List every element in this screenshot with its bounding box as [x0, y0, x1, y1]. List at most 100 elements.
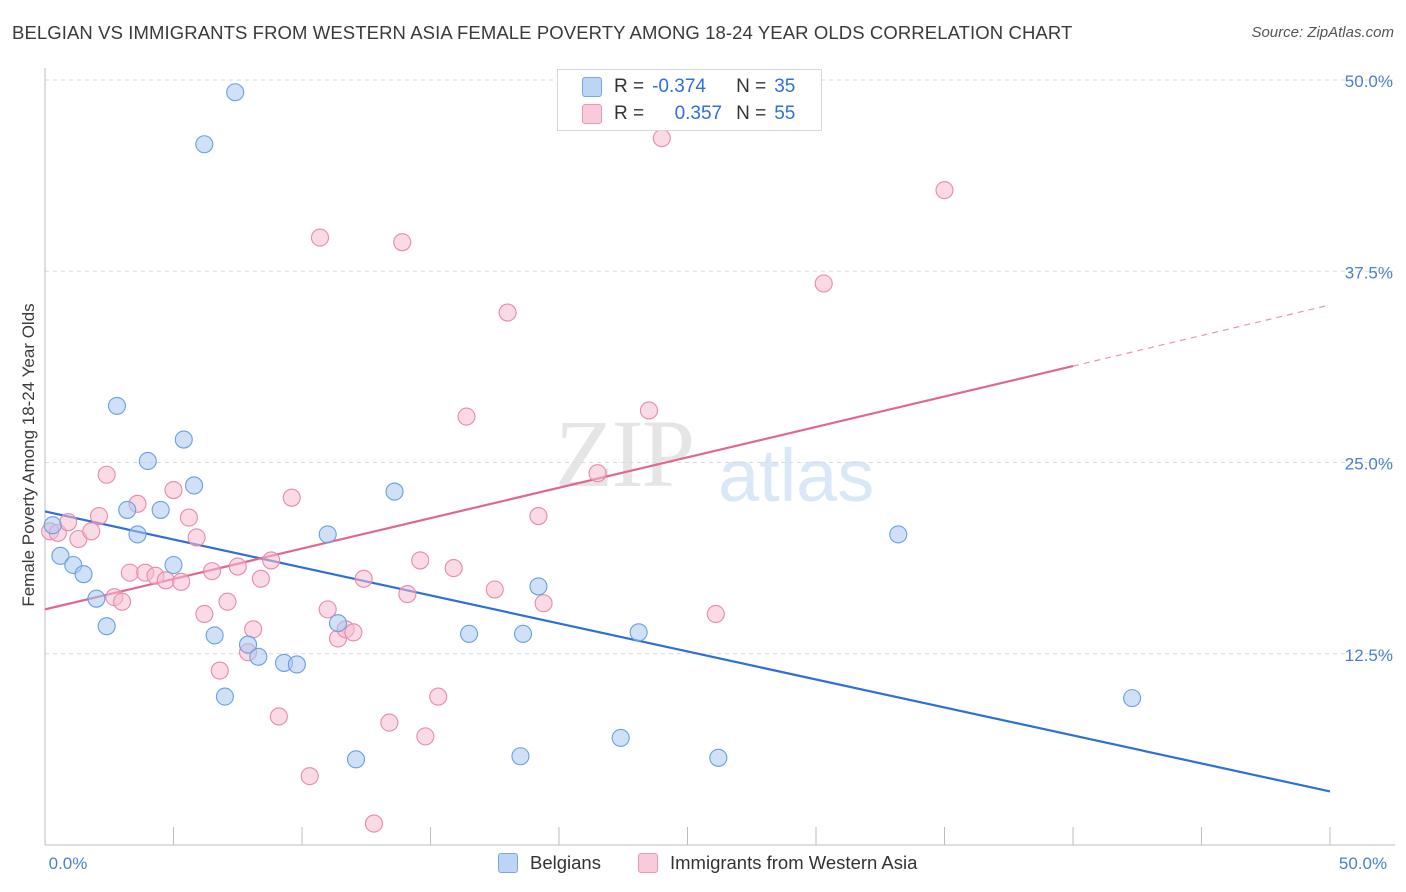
immigrants-point: [82, 522, 101, 541]
immigrants-point: [179, 508, 198, 527]
belgians-point: [328, 614, 348, 633]
belgians-point: [287, 655, 306, 674]
belgians-point: [611, 728, 630, 747]
belgians-point: [709, 748, 728, 767]
belgians-n-value: 35: [774, 76, 796, 97]
chart-source: Source: ZipAtlas.com: [1251, 24, 1394, 41]
belgians-swatch: [582, 77, 602, 97]
belgians-point: [138, 451, 157, 471]
belgians-point: [1123, 689, 1142, 708]
immigrants-point: [269, 707, 288, 726]
immigrants-point: [251, 569, 270, 588]
immigrants-point: [706, 604, 725, 624]
y-tick-label: 37.5%: [1345, 263, 1393, 282]
axes: [44, 68, 1395, 846]
immigrants-point: [187, 528, 206, 547]
belgians-point: [238, 635, 258, 654]
belgians-point: [107, 396, 127, 415]
belgians-point: [195, 135, 214, 154]
immigrants-point: [120, 563, 139, 582]
belgians-point: [513, 624, 533, 643]
belgians-point: [249, 647, 268, 666]
immigrants-point: [814, 274, 833, 293]
belgians-point: [43, 516, 62, 535]
immigrants-point: [113, 592, 132, 611]
belgians-point: [51, 546, 70, 565]
immigrants-point: [59, 513, 78, 532]
tick-labels: 12.5% 25.0% 37.5% 50.0% 0.0% 50.0%: [49, 72, 1393, 873]
belgians-point: [226, 83, 245, 102]
immigrants-point: [210, 661, 229, 680]
immigrants-point: [344, 623, 363, 642]
immigrants-point: [164, 480, 183, 500]
immigrants-point: [398, 585, 417, 604]
immigrants-point: [588, 464, 607, 483]
immigrants-point: [411, 551, 430, 570]
belgians-r-value: -0.374: [652, 76, 706, 97]
belgians-point: [118, 500, 137, 519]
immigrants-n-label: N =: [736, 103, 767, 124]
x-tick-label-min: 0.0%: [49, 854, 88, 873]
immigrants-point: [195, 604, 214, 624]
immigrants-point: [318, 600, 337, 619]
belgians-point: [128, 525, 147, 544]
immigrants-point: [282, 488, 301, 507]
series-legend: Belgians Immigrants from Western Asia: [0, 852, 1406, 878]
immigrants-point: [652, 129, 671, 148]
immigrants-point: [262, 551, 281, 570]
legend-row-belgians: R = -0.374 N = 35: [582, 74, 795, 100]
immigrants-point: [416, 727, 435, 746]
belgians-point: [318, 525, 337, 544]
belgians-point: [87, 589, 106, 608]
belgians-point: [629, 623, 648, 642]
watermark-atlas: atlas: [718, 434, 875, 517]
immigrants-swatch: [582, 104, 602, 124]
immigrants-point: [380, 713, 399, 732]
data-points: [41, 83, 1142, 833]
belgians-point: [529, 577, 548, 596]
immigrants-point: [244, 620, 263, 639]
belgians-point: [185, 476, 204, 495]
belgians-r-label: R =: [614, 76, 645, 97]
legend-item-immigrants: Immigrants from Western Asia: [638, 852, 917, 874]
y-tick-label: 12.5%: [1345, 646, 1393, 665]
immigrants-point: [529, 506, 548, 526]
legend-immigrants-label: Immigrants from Western Asia: [670, 852, 918, 873]
y-tick-label: 50.0%: [1345, 72, 1393, 91]
belgians-point: [215, 687, 234, 706]
belgians-point: [385, 482, 404, 501]
immigrants-r-value: 0.357: [674, 103, 723, 124]
immigrants-point: [485, 580, 504, 599]
immigrants-point: [203, 562, 222, 581]
y-axis-label: Female Poverty Among 18-24 Year Olds: [19, 303, 38, 606]
grid-lines: [45, 79, 1395, 655]
immigrants-point: [639, 401, 659, 420]
immigrants-point: [935, 181, 954, 200]
immigrants-point: [300, 767, 319, 786]
immigrants-point: [498, 303, 517, 322]
immigrants-point: [354, 569, 373, 588]
immigrants-point: [444, 559, 463, 578]
trend-lines: [44, 304, 1331, 793]
x-tick-label-max: 50.0%: [1339, 854, 1387, 873]
belgians-point: [164, 555, 183, 575]
belgians-point: [459, 624, 479, 643]
belgians-point: [97, 617, 116, 636]
legend-row-immigrants: R = 0.357 N = 55: [582, 101, 795, 127]
immigrants-point: [393, 233, 412, 252]
belgians-point: [511, 747, 530, 766]
immigrants-point: [97, 465, 116, 484]
correlation-legend: R = -0.374 N = 35 R = 0.357 N = 55: [557, 69, 822, 131]
belgians-point: [174, 430, 193, 449]
immigrants-point: [89, 506, 109, 526]
immigrants-n-value: 55: [774, 103, 796, 124]
immigrants-point: [172, 572, 191, 591]
immigrants-point: [228, 557, 247, 576]
immigrants-point: [429, 687, 448, 706]
belgians-point: [889, 525, 908, 544]
legend-belgians-swatch: [498, 853, 518, 873]
belgians-point: [346, 750, 366, 769]
immigrants-point: [156, 571, 175, 590]
legend-belgians-label: Belgians: [530, 852, 601, 873]
